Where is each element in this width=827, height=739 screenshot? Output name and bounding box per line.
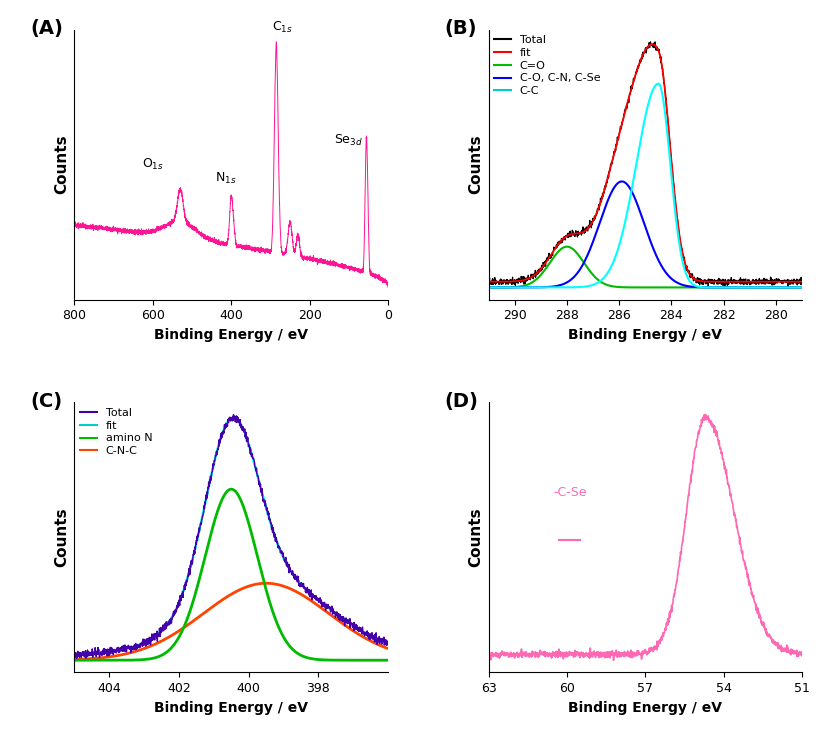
Text: Se$_{3d}$: Se$_{3d}$ (334, 134, 363, 149)
Y-axis label: Counts: Counts (468, 134, 483, 194)
Text: N$_{1s}$: N$_{1s}$ (215, 171, 236, 186)
Text: (C): (C) (31, 392, 63, 411)
Text: O$_{1s}$: O$_{1s}$ (142, 157, 164, 172)
Legend: Total, fit, C=O, C-O, C-N, C-Se, C-C: Total, fit, C=O, C-O, C-N, C-Se, C-C (494, 35, 600, 96)
Text: C$_{1s}$: C$_{1s}$ (272, 20, 293, 35)
Text: (D): (D) (445, 392, 479, 411)
Text: (B): (B) (445, 18, 477, 38)
Legend: Total, fit, amino N, C-N-C: Total, fit, amino N, C-N-C (80, 408, 152, 456)
Text: -C-Se: -C-Se (554, 486, 587, 500)
Y-axis label: Counts: Counts (54, 508, 69, 568)
Text: (A): (A) (31, 18, 64, 38)
Y-axis label: Counts: Counts (468, 508, 483, 568)
X-axis label: Binding Energy / eV: Binding Energy / eV (568, 328, 722, 342)
X-axis label: Binding Energy / eV: Binding Energy / eV (155, 701, 308, 715)
Y-axis label: Counts: Counts (54, 134, 69, 194)
X-axis label: Binding Energy / eV: Binding Energy / eV (155, 328, 308, 342)
X-axis label: Binding Energy / eV: Binding Energy / eV (568, 701, 722, 715)
